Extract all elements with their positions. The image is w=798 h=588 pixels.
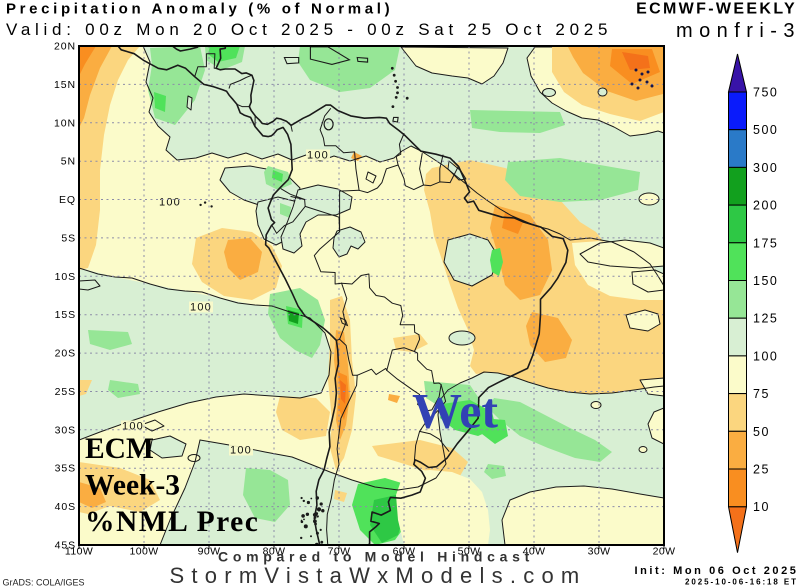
svg-text:80W: 80W (263, 546, 286, 558)
svg-text:100W: 100W (129, 546, 158, 558)
svg-text:45S: 45S (55, 540, 76, 552)
svg-text:%NML Prec: %NML Prec (85, 506, 259, 538)
svg-text:110W: 110W (65, 546, 93, 558)
svg-text:125: 125 (753, 312, 778, 326)
svg-text:75: 75 (753, 387, 770, 401)
svg-text:monfri-3: monfri-3 (676, 20, 798, 42)
svg-text:Compared to Model Hindcast: Compared to Model Hindcast (218, 549, 534, 565)
svg-text:40W: 40W (523, 546, 546, 558)
svg-text:10S: 10S (55, 271, 76, 283)
svg-text:25S: 25S (55, 386, 76, 398)
svg-text:2025-10-06-16:18 ET: 2025-10-06-16:18 ET (685, 578, 798, 587)
svg-text:Init: Mon 06 Oct 2025: Init: Mon 06 Oct 2025 (635, 565, 798, 577)
svg-text:5S: 5S (61, 232, 76, 244)
svg-text:100: 100 (190, 302, 212, 314)
svg-text:70W: 70W (328, 546, 351, 558)
svg-text:30S: 30S (55, 424, 76, 436)
svg-text:ECM: ECM (85, 433, 154, 465)
svg-text:StormVistaWxModels.com: StormVistaWxModels.com (169, 563, 586, 588)
svg-text:500: 500 (753, 123, 778, 137)
svg-text:50: 50 (753, 425, 770, 439)
svg-text:5N: 5N (61, 156, 76, 168)
svg-text:90W: 90W (198, 546, 221, 558)
svg-text:GrADS: COLA/IGES: GrADS: COLA/IGES (3, 578, 85, 588)
svg-text:ECMWF-WEEKLY: ECMWF-WEEKLY (636, 1, 797, 18)
svg-text:Valid: 00z Mon 20 Oct 2025 - 0: Valid: 00z Mon 20 Oct 2025 - 00z Sat 25 … (6, 20, 612, 39)
svg-text:20N: 20N (54, 41, 76, 53)
svg-text:750: 750 (753, 86, 778, 100)
svg-text:30W: 30W (588, 546, 611, 558)
svg-text:15S: 15S (55, 309, 76, 321)
svg-text:Precipitation Anomaly (% of No: Precipitation Anomaly (% of Normal) (6, 1, 393, 18)
svg-text:100: 100 (159, 197, 181, 209)
svg-text:100: 100 (230, 445, 252, 457)
svg-text:40S: 40S (55, 501, 76, 513)
svg-text:10N: 10N (54, 117, 76, 129)
svg-text:150: 150 (753, 274, 778, 288)
svg-text:200: 200 (753, 199, 778, 213)
svg-text:Wet: Wet (412, 383, 498, 439)
svg-text:50W: 50W (458, 546, 481, 558)
svg-text:60W: 60W (393, 546, 416, 558)
svg-text:20W: 20W (653, 546, 676, 558)
svg-text:20S: 20S (55, 348, 76, 360)
svg-text:15N: 15N (54, 79, 76, 91)
svg-text:EQ: EQ (59, 194, 76, 206)
svg-text:10: 10 (753, 500, 770, 514)
svg-text:100: 100 (753, 349, 778, 363)
svg-text:35S: 35S (55, 463, 76, 475)
svg-text:300: 300 (753, 161, 778, 175)
svg-text:175: 175 (753, 236, 778, 250)
svg-text:100: 100 (122, 421, 144, 433)
svg-text:25: 25 (753, 463, 770, 477)
svg-text:100: 100 (307, 150, 329, 162)
svg-text:Week-3: Week-3 (85, 470, 180, 502)
